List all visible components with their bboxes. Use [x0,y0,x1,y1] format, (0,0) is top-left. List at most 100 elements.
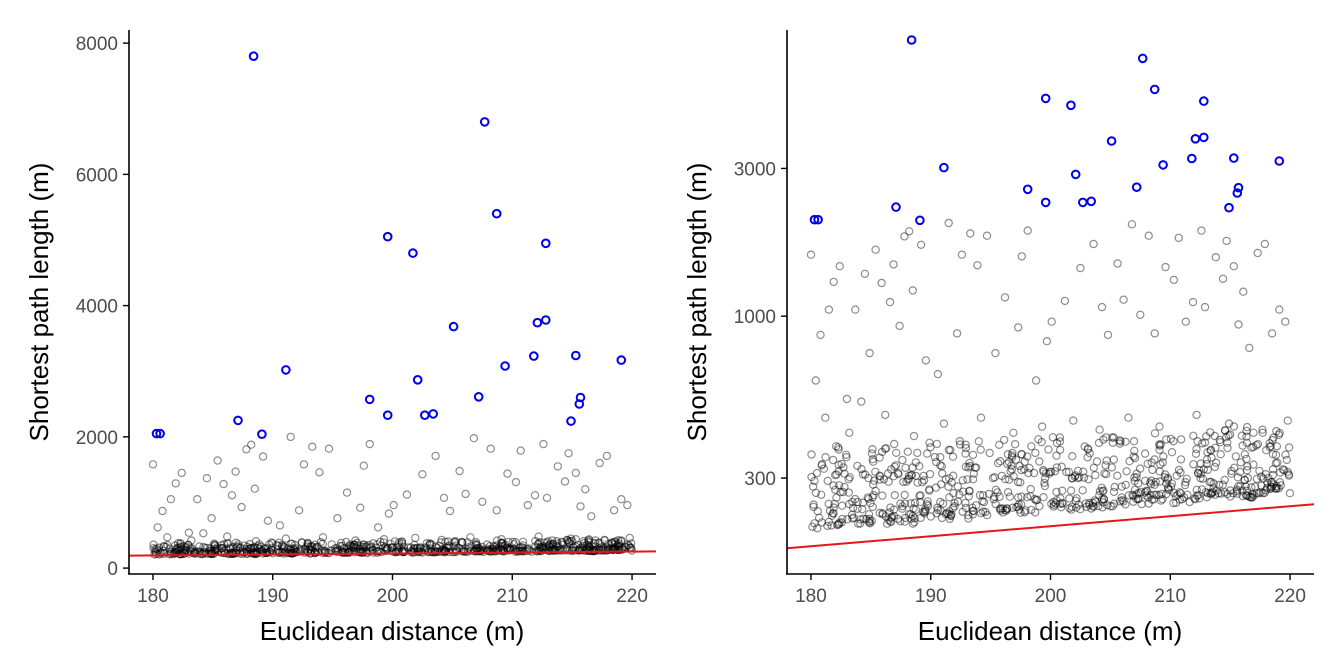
data-point [425,540,434,550]
data-point [388,543,398,552]
data-point [353,541,363,550]
data-point [589,545,598,554]
data-point [441,537,450,547]
data-point [562,535,572,545]
data-point [239,548,249,557]
data-point [1161,262,1170,272]
data-point [1262,483,1272,493]
data-point [394,547,403,556]
x-tick-label: 190 [257,586,289,607]
data-point [837,518,847,527]
data-point [267,543,277,553]
data-point [600,535,609,545]
data-point [812,468,822,478]
data-point [310,548,320,557]
data-point [835,262,844,271]
data-point [878,491,887,500]
data-point [1167,448,1177,457]
data-point [990,473,999,482]
data-point [1031,376,1041,385]
data-point [626,539,636,548]
data-point [226,544,235,554]
data-point [1085,449,1095,458]
data-point [1283,467,1292,477]
data-point [240,541,249,550]
data-point [1095,425,1104,434]
data-point [1031,496,1041,505]
data-point [964,514,973,523]
data-point [163,533,172,542]
data-point [1271,450,1281,460]
data-point [1192,444,1201,454]
data-point [1016,478,1025,487]
data-point [1209,479,1218,488]
data-point [1258,428,1267,437]
data-point [1240,475,1249,485]
data-point [211,544,221,554]
data-point [1272,442,1282,451]
data-point [926,512,936,521]
data-point [348,543,357,552]
data-point [563,535,572,545]
data-point [895,321,904,331]
data-point [152,549,161,559]
data-point [1155,441,1164,450]
data-point [217,548,226,558]
y-axis-title: Shortest path length (m) [24,163,54,442]
data-point [1229,422,1239,431]
data-point [1242,432,1251,441]
data-point [926,443,935,452]
data-point [1158,494,1167,504]
data-point [594,546,604,555]
data-point [186,546,195,555]
data-point [910,518,919,527]
data-point [519,547,529,556]
data-point [1147,458,1156,467]
data-point [474,546,483,555]
data-point [1079,473,1089,482]
data-point [1247,443,1256,452]
data-point [486,444,495,453]
plot-area-log [786,35,1315,550]
data-point [946,511,956,520]
data-point [1097,483,1107,492]
data-point [1119,497,1128,506]
data-point [948,503,958,513]
data-point [240,547,249,557]
data-point [1203,465,1213,474]
data-point [819,464,829,473]
data-point [1211,443,1220,452]
data-point [171,545,180,554]
data-point [1140,449,1150,458]
data-point [1266,441,1276,451]
data-point [486,546,495,556]
data-point [457,547,467,556]
data-point [474,543,483,553]
data-point [1247,483,1256,492]
data-point [423,547,433,557]
data-point [1207,453,1216,462]
data-point [1041,469,1051,478]
data-point [907,470,917,480]
data-point [303,539,313,548]
data-point [189,548,199,558]
data-point [1279,466,1289,475]
data-point [858,470,868,479]
data-point [945,493,954,502]
data-point [1267,478,1277,487]
data-point [470,546,479,555]
highlighted-point [233,415,243,426]
data-point [823,476,832,486]
data-point [255,540,264,549]
data-point [810,476,819,486]
data-point [231,467,240,476]
data-point [352,538,362,548]
highlighted-point [541,315,551,325]
data-point [1071,496,1081,505]
y-tick-label: 4000 [76,297,118,318]
data-point [1119,295,1128,304]
data-point [1152,490,1161,499]
highlighted-point [382,410,393,421]
data-point [893,514,903,524]
data-point [898,504,907,513]
